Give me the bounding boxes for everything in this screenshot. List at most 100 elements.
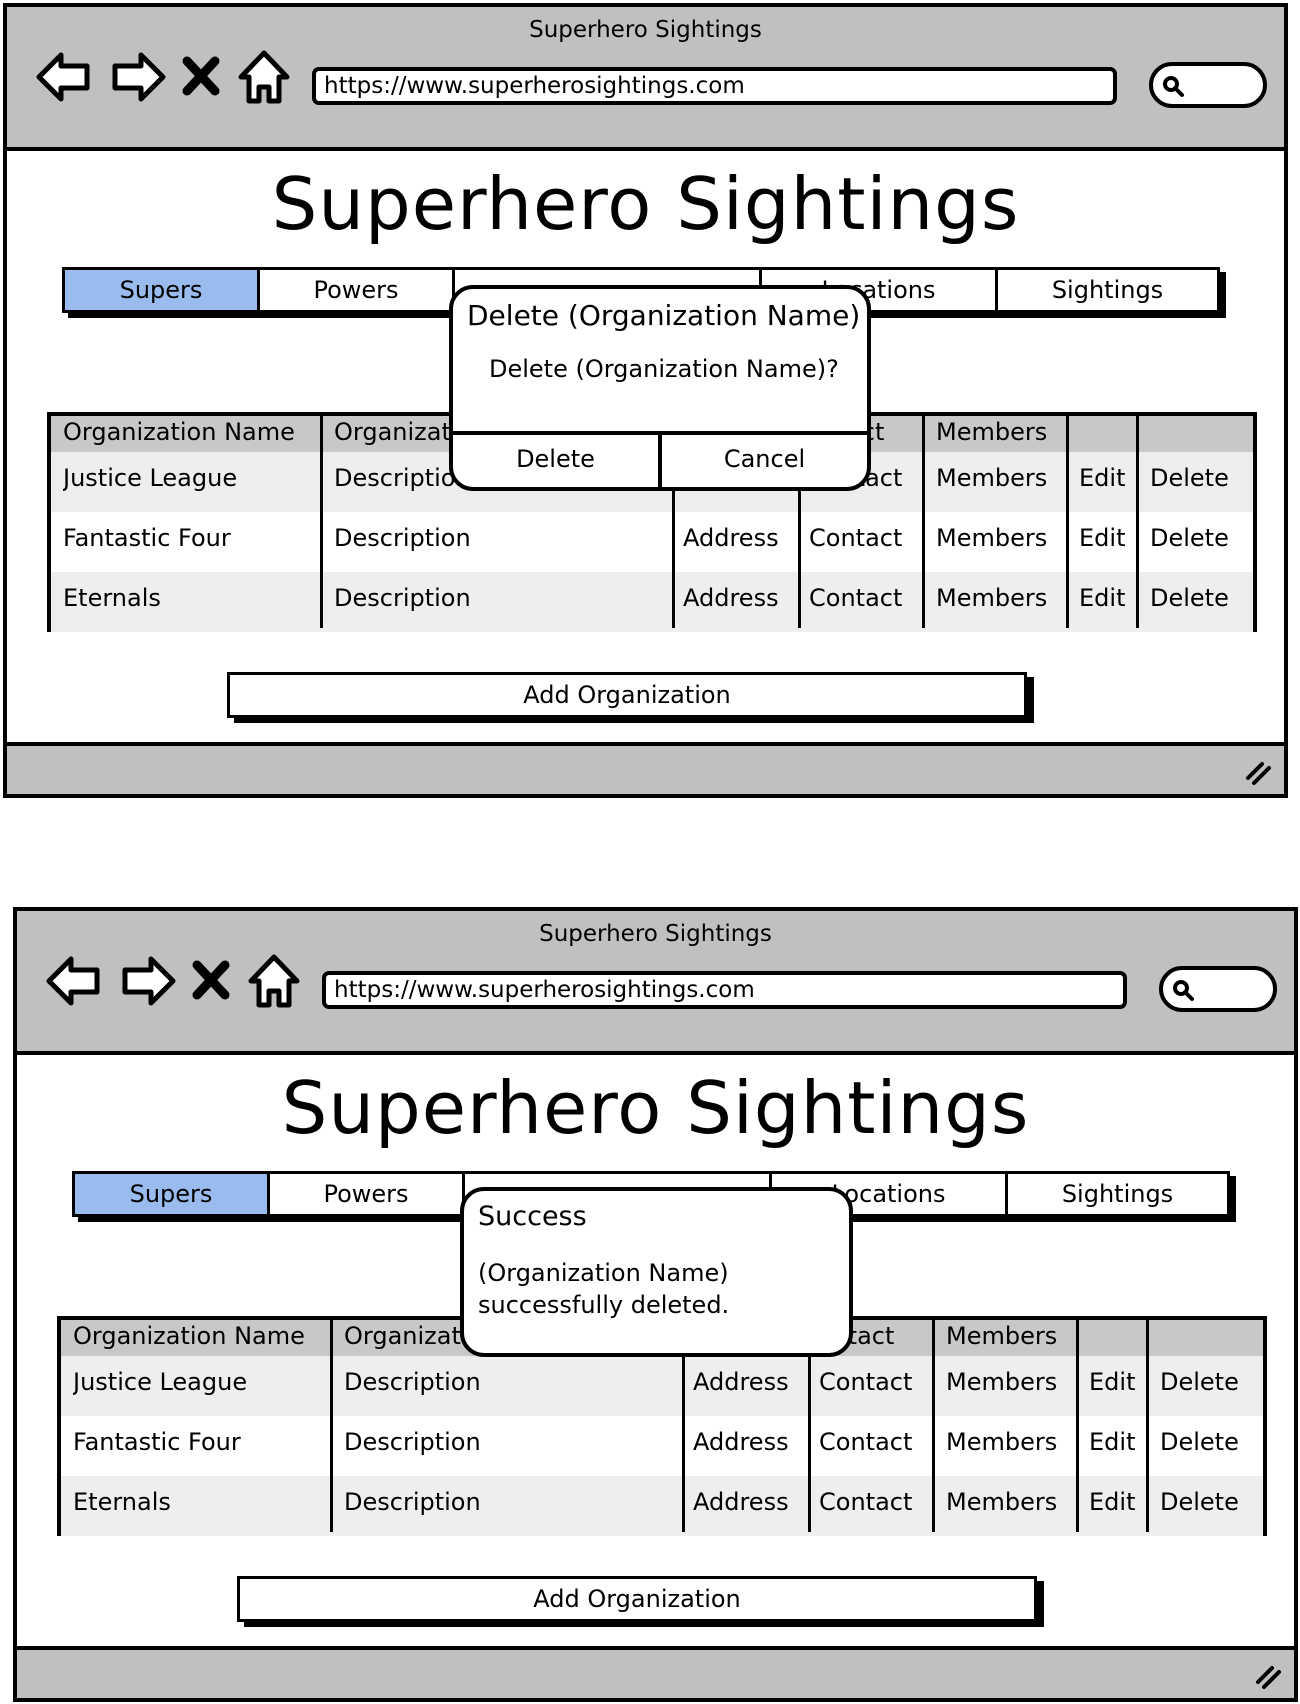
delete-confirm-dialog: Delete (Organization Name) Delete (Organ… bbox=[449, 285, 871, 491]
cell-organization-name: Justice League bbox=[73, 1368, 248, 1396]
dialog-message: (Organization Name) successfully deleted… bbox=[478, 1257, 729, 1321]
cell-organization-name: Fantastic Four bbox=[73, 1428, 241, 1456]
delete-link[interactable]: Delete bbox=[1150, 464, 1229, 492]
cell-members[interactable]: Members bbox=[946, 1428, 1058, 1456]
url-bar[interactable]: https://www.superherosightings.com bbox=[312, 67, 1117, 105]
edit-link[interactable]: Edit bbox=[1089, 1488, 1136, 1516]
close-x-icon[interactable] bbox=[179, 47, 223, 107]
dialog-button-row: Delete Cancel bbox=[453, 431, 867, 487]
edit-link[interactable]: Edit bbox=[1079, 584, 1126, 612]
column-divider bbox=[932, 1320, 935, 1532]
home-icon[interactable] bbox=[247, 951, 301, 1011]
tab-sightings[interactable]: Sightings bbox=[1051, 276, 1164, 304]
column-header-members: Members bbox=[936, 418, 1048, 446]
resize-grip-icon[interactable] bbox=[1242, 756, 1274, 788]
browser-chrome: Superhero Sightings https://www.superher… bbox=[17, 911, 1294, 1055]
cell-description: Description bbox=[344, 1488, 481, 1516]
edit-link[interactable]: Edit bbox=[1089, 1368, 1136, 1396]
delete-link[interactable]: Delete bbox=[1150, 584, 1229, 612]
home-icon[interactable] bbox=[237, 47, 291, 107]
browser-statusbar bbox=[7, 742, 1284, 794]
cell-contact: Contact bbox=[819, 1368, 913, 1396]
page-title: Superhero Sightings bbox=[271, 162, 1020, 246]
close-x-icon[interactable] bbox=[189, 951, 233, 1011]
column-divider bbox=[922, 416, 925, 628]
cell-contact: Contact bbox=[819, 1428, 913, 1456]
column-divider bbox=[330, 1320, 333, 1532]
cell-address: Address bbox=[693, 1368, 789, 1396]
search-icon bbox=[1173, 980, 1194, 1001]
column-divider bbox=[682, 1320, 685, 1532]
tab-supers[interactable]: Supers bbox=[65, 270, 260, 310]
cell-contact: Contact bbox=[809, 584, 903, 612]
cell-description: Description bbox=[334, 584, 471, 612]
cell-members[interactable]: Members bbox=[946, 1488, 1058, 1516]
resize-grip-icon[interactable] bbox=[1252, 1660, 1284, 1692]
page-title: Superhero Sightings bbox=[281, 1066, 1030, 1150]
delete-link[interactable]: Delete bbox=[1160, 1428, 1239, 1456]
column-divider bbox=[1076, 1320, 1079, 1532]
cell-members[interactable]: Members bbox=[946, 1368, 1058, 1396]
dialog-title: Delete (Organization Name) bbox=[467, 299, 861, 332]
browser-search-box[interactable] bbox=[1149, 62, 1267, 108]
back-arrow-icon[interactable] bbox=[45, 951, 105, 1011]
cell-description: Description bbox=[344, 1368, 481, 1396]
column-header-organization-name: Organization Name bbox=[73, 1322, 305, 1350]
cell-members[interactable]: Members bbox=[936, 524, 1048, 552]
tab-supers[interactable]: Supers bbox=[75, 1174, 270, 1214]
cell-contact: Contact bbox=[819, 1488, 913, 1516]
column-divider bbox=[1146, 1320, 1149, 1532]
dialog-message-line: successfully deleted. bbox=[478, 1291, 730, 1319]
success-dialog: Success (Organization Name) successfully… bbox=[460, 1187, 853, 1357]
cell-organization-name: Eternals bbox=[73, 1488, 171, 1516]
forward-arrow-icon[interactable] bbox=[117, 951, 177, 1011]
browser-chrome: Superhero Sightings https://www.superher… bbox=[7, 7, 1284, 151]
browser-window-delete-success: Superhero Sightings https://www.superher… bbox=[13, 907, 1298, 1702]
edit-link[interactable]: Edit bbox=[1079, 464, 1126, 492]
forward-arrow-icon[interactable] bbox=[107, 47, 167, 107]
dialog-cancel-button[interactable]: Cancel bbox=[658, 435, 867, 487]
tab-powers[interactable]: Powers bbox=[270, 1174, 465, 1214]
window-title: Superhero Sightings bbox=[529, 17, 762, 43]
add-organization-button[interactable]: Add Organization bbox=[227, 672, 1027, 718]
cell-address: Address bbox=[683, 584, 779, 612]
search-icon bbox=[1163, 76, 1184, 97]
dialog-message-line: (Organization Name) bbox=[478, 1259, 729, 1287]
delete-link[interactable]: Delete bbox=[1160, 1368, 1239, 1396]
cell-address: Address bbox=[693, 1488, 789, 1516]
delete-link[interactable]: Delete bbox=[1150, 524, 1229, 552]
table-row: Eternals Description Address Contact Mem… bbox=[51, 572, 1253, 632]
column-divider bbox=[320, 416, 323, 628]
cell-description: Description bbox=[344, 1428, 481, 1456]
table-row: Fantastic Four Description Address Conta… bbox=[51, 512, 1253, 572]
table-row: Justice League Description Address Conta… bbox=[61, 1356, 1263, 1416]
cell-address: Address bbox=[683, 524, 779, 552]
cell-contact: Contact bbox=[809, 524, 903, 552]
cell-address: Address bbox=[693, 1428, 789, 1456]
tab-sightings[interactable]: Sightings bbox=[1061, 1180, 1174, 1208]
column-divider bbox=[672, 416, 675, 628]
edit-link[interactable]: Edit bbox=[1079, 524, 1126, 552]
window-title: Superhero Sightings bbox=[539, 921, 772, 947]
dialog-title: Success bbox=[478, 1201, 587, 1232]
cell-members[interactable]: Members bbox=[936, 464, 1048, 492]
dialog-message: Delete (Organization Name)? bbox=[489, 355, 839, 383]
tab-powers[interactable]: Powers bbox=[260, 270, 455, 310]
edit-link[interactable]: Edit bbox=[1089, 1428, 1136, 1456]
cell-organization-name: Fantastic Four bbox=[63, 524, 231, 552]
cell-members[interactable]: Members bbox=[936, 584, 1048, 612]
url-bar[interactable]: https://www.superherosightings.com bbox=[322, 971, 1127, 1009]
add-organization-button[interactable]: Add Organization bbox=[237, 1576, 1037, 1622]
browser-window-delete-confirm: Superhero Sightings https://www.superher… bbox=[3, 3, 1288, 798]
cell-description: Description bbox=[334, 524, 471, 552]
column-header-organization-name: Organization Name bbox=[63, 418, 295, 446]
column-divider bbox=[1136, 416, 1139, 628]
dialog-delete-button[interactable]: Delete bbox=[516, 445, 595, 473]
column-header-members: Members bbox=[946, 1322, 1058, 1350]
delete-link[interactable]: Delete bbox=[1160, 1488, 1239, 1516]
browser-search-box[interactable] bbox=[1159, 966, 1277, 1012]
column-divider bbox=[798, 416, 801, 628]
cell-organization-name: Justice League bbox=[63, 464, 238, 492]
browser-statusbar bbox=[17, 1646, 1294, 1698]
back-arrow-icon[interactable] bbox=[35, 47, 95, 107]
